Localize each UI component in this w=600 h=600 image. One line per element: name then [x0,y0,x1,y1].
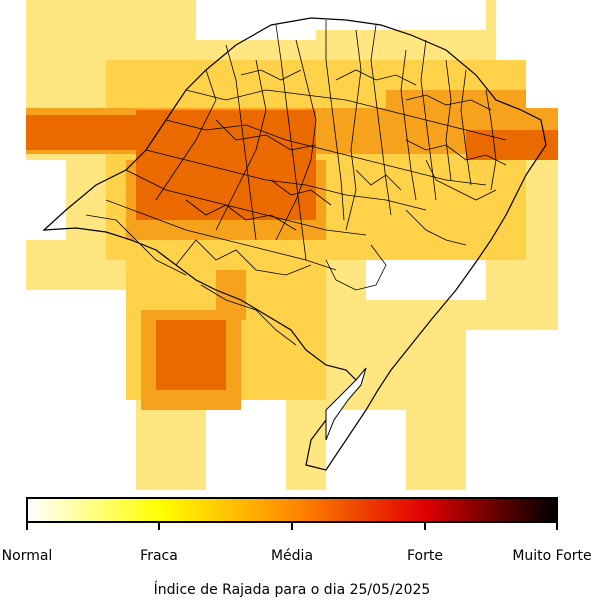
normal-zone [26,160,66,240]
legend-label-muito-forte: Muito Forte [512,548,592,564]
legend-label-fraca: Fraca [140,548,178,564]
index-map [26,0,558,490]
map-canvas [26,0,558,490]
legend-label-normal: Normal [1,548,53,564]
legend-tick [556,521,558,530]
normal-zone [326,410,406,490]
strong-zone [466,130,558,160]
map-caption: Índice de Rajada para o dia 25/05/2025 [153,582,431,598]
normal-zone [466,330,558,490]
municipal-boundaries [85,20,507,346]
legend-tick [158,521,160,530]
legend-tick [291,521,293,530]
lagoon-outline [325,367,367,441]
medium-zone [216,270,246,320]
strong-zone [136,110,316,220]
strong-zone [156,320,226,390]
legend-label-media: Média [270,548,314,564]
legend-tick [424,521,426,530]
legend-tick [26,521,28,530]
normal-zone [316,0,486,30]
normal-zone [26,290,136,490]
heat-zones [26,0,558,490]
strong-zone [26,115,136,150]
legend-colorbar [26,497,558,523]
state-outline [42,17,547,471]
legend-label-forte: Forte [407,548,443,564]
